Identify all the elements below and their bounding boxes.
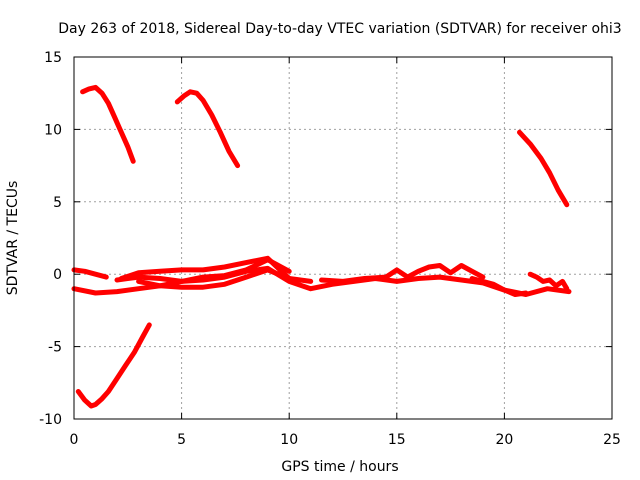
series-arc-8 [118,255,314,284]
series-arc-5 [71,267,109,280]
x-tick-label: 15 [388,432,406,448]
y-tick-label: 10 [44,122,62,138]
series-arc-3 [517,129,570,208]
x-tick-label: 20 [495,432,513,448]
series-arc-7 [114,257,292,284]
x-tick-label: 0 [70,432,79,448]
series-arc-1 [80,84,136,164]
x-tick-label: 25 [603,432,621,448]
x-tick-label: 5 [177,432,186,448]
y-tick-label: 15 [44,50,62,66]
grid [74,57,612,419]
series-arc-2 [174,89,241,169]
series-group [71,84,572,409]
y-tick-label: 0 [53,267,62,283]
y-tick-label: -5 [48,340,62,356]
y-axis-label: SDTVAR / TECUs [5,181,21,296]
axis-ticks: 0 5 10 15 20 25 -10 -5 0 5 10 15 [39,50,621,448]
series-arc-12 [527,271,570,292]
series-arc-4 [75,322,152,409]
chart-title: Day 263 of 2018, Sidereal Day-to-day VTE… [58,21,621,37]
series-arc-10 [319,263,486,284]
y-tick-label: 5 [53,195,62,211]
x-tick-label: 10 [280,432,298,448]
y-tick-label: -10 [39,412,62,428]
plot-frame [73,56,613,420]
series-arc-9 [136,267,292,290]
x-axis-label: GPS time / hours [281,459,398,475]
series-arc-11 [469,276,529,297]
